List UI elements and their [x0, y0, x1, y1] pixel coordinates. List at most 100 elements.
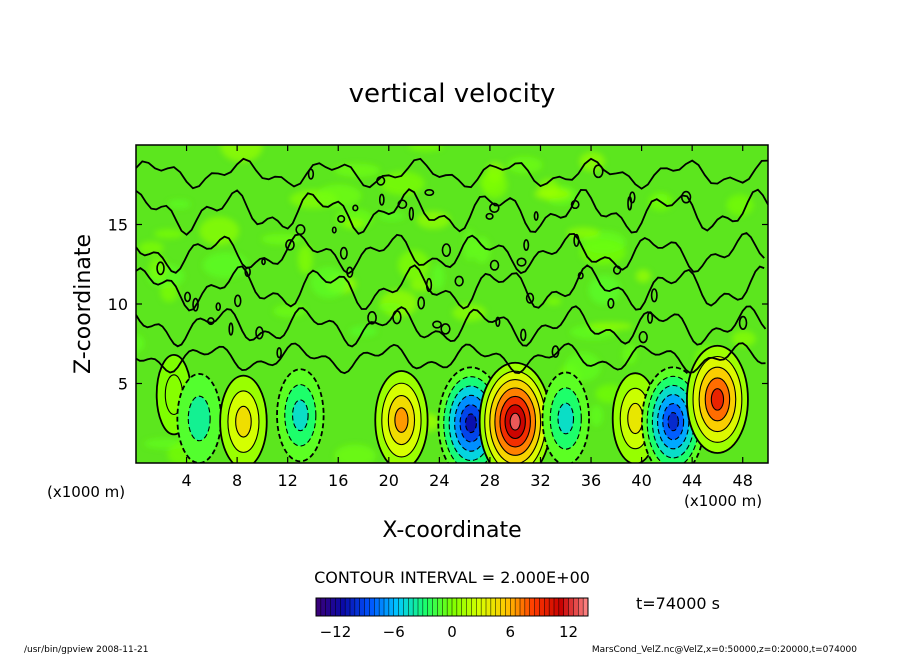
cell-contour: [509, 412, 521, 431]
x-tick-label: 4: [181, 471, 191, 490]
colorbar-segment: [471, 598, 477, 616]
x-tick-label: 12: [278, 471, 298, 490]
texture-blob: [202, 252, 249, 279]
small-contour: [244, 266, 251, 278]
colorbar-segment: [578, 598, 584, 616]
x-tick-label: 44: [682, 471, 702, 490]
colorbar-segment: [325, 598, 331, 616]
small-contour: [738, 315, 748, 330]
colorbar-segment: [583, 598, 589, 616]
small-contour: [156, 261, 165, 276]
colorbar-segment: [544, 598, 550, 616]
upper-contours: [136, 157, 768, 375]
colorbar-segment: [320, 598, 327, 616]
texture-blob: [167, 199, 191, 209]
downdraft-cell: [176, 373, 222, 463]
x-tick-label: 24: [429, 471, 449, 490]
small-contour: [261, 258, 266, 266]
colorbar-segment: [520, 598, 526, 616]
small-contour: [523, 239, 530, 251]
colorbar-segment: [461, 598, 467, 616]
colorbar-segment: [563, 598, 569, 616]
y-tick-label: 10: [108, 295, 128, 314]
colorbar-segment: [539, 598, 545, 616]
texture-blob: [136, 334, 145, 353]
small-contour: [440, 323, 451, 335]
cell-contour: [667, 412, 679, 432]
y-axis-ticks: 5 10 15: [108, 216, 768, 394]
colorbar-segment: [359, 598, 365, 616]
small-contour: [533, 211, 539, 221]
small-contour: [432, 320, 442, 329]
downdraft-cell: [276, 368, 325, 463]
texture-blob: [481, 170, 508, 199]
small-contour: [441, 243, 452, 258]
small-contour: [593, 164, 604, 179]
colorbar-segment: [432, 598, 438, 616]
contour-line: [136, 157, 768, 190]
colorbar-segment: [481, 598, 487, 616]
colorbar-tick-label: 0: [447, 623, 457, 641]
colorbar-segment: [447, 598, 453, 616]
small-contour: [392, 310, 402, 325]
texture-blob: [297, 244, 313, 274]
texture-blob: [431, 263, 445, 290]
velocity-cells: [155, 344, 749, 463]
colorbar-segment: [524, 598, 531, 616]
cell-contour: [394, 407, 409, 433]
texture-blob: [472, 236, 491, 264]
colorbar-segment: [345, 598, 351, 616]
contour-line: [136, 231, 765, 275]
small-contour: [295, 224, 306, 236]
y-tick-label: 5: [118, 375, 128, 394]
texture-blob: [334, 163, 380, 178]
colorbar-segment: [398, 598, 404, 616]
colorbar-segment: [316, 598, 322, 616]
small-contour: [234, 294, 242, 308]
texture-blob: [731, 330, 756, 347]
small-contour: [573, 233, 580, 247]
small-contour: [520, 328, 527, 342]
colorbar-segment: [422, 598, 429, 616]
y-tick-label: 15: [108, 216, 128, 235]
colorbar-segment: [350, 598, 356, 616]
small-contour: [424, 189, 435, 197]
colorbar-segment: [364, 598, 370, 616]
cell-contour: [710, 388, 725, 411]
colorbar-segment: [495, 598, 501, 616]
updraft-cell: [686, 344, 749, 454]
chart-title: vertical velocity: [349, 79, 556, 109]
small-contour: [612, 265, 622, 275]
small-contour: [367, 311, 377, 325]
small-contour: [408, 206, 415, 221]
small-contour: [339, 246, 348, 260]
texture-blob: [726, 194, 754, 216]
updraft-cell: [374, 370, 429, 463]
footer-right: MarsCond_VelZ.nc@VelZ,x=0:50000,z=0:2000…: [592, 645, 857, 654]
colorbar-tick-label: −12: [320, 623, 352, 641]
y-axis-label: Z-coordinate: [71, 234, 96, 374]
time-label: t=74000 s: [636, 594, 720, 613]
colorbar-segment: [442, 598, 448, 616]
small-contour: [650, 288, 658, 303]
small-contour: [607, 297, 615, 309]
cell-contour: [292, 399, 309, 432]
colorbar-tick-label: 12: [559, 623, 578, 641]
texture-blob: [334, 444, 376, 463]
small-contour: [397, 199, 408, 210]
small-contour: [215, 302, 222, 312]
plot-area: [136, 145, 768, 463]
texture-blob: [154, 229, 184, 239]
x-tick-label: 28: [480, 471, 500, 490]
small-contour: [551, 345, 560, 358]
texture-blob: [579, 151, 605, 172]
updraft-cell: [219, 374, 268, 463]
x-unit-left: (x1000 m): [47, 483, 125, 501]
texture-blob: [220, 145, 263, 162]
colorbar-segment: [393, 598, 399, 616]
small-contour: [489, 259, 500, 271]
updraft-cell: [478, 361, 552, 463]
texture-blob: [622, 344, 638, 365]
texture-blob: [378, 211, 405, 221]
colorbar-segment: [384, 598, 390, 616]
